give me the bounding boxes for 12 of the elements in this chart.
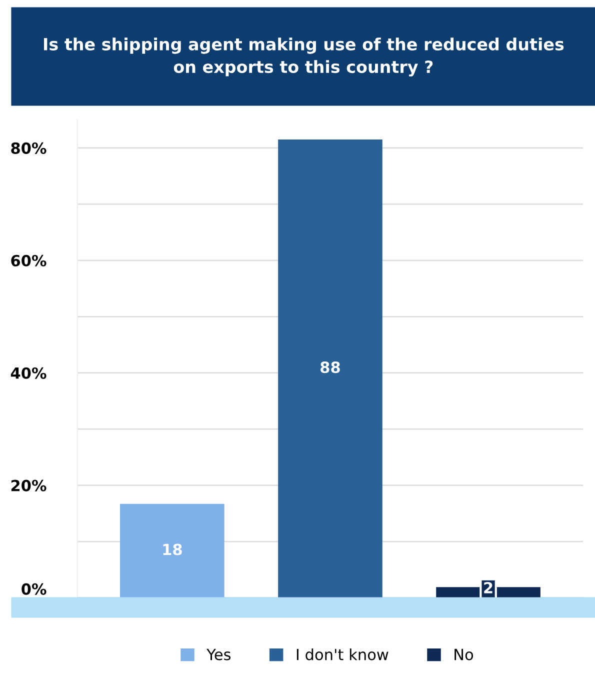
legend-label: Yes xyxy=(206,648,231,660)
annotation: 18 xyxy=(163,544,182,556)
chart-title: Is the shipping agent making use of the reduced duties on exports to this country ? xyxy=(44,38,564,76)
y-tick-label: 0% xyxy=(22,583,46,595)
y-tick-label: 40% xyxy=(10,367,46,379)
y-tick-label: 80% xyxy=(11,142,46,154)
legend-label: I don't know xyxy=(296,648,388,660)
annotation: 2 xyxy=(484,582,492,594)
legend-label: No xyxy=(454,648,474,660)
y-tick-label: 20% xyxy=(11,480,46,492)
y-tick-label: 60% xyxy=(11,254,46,266)
annotation: 88 xyxy=(320,362,340,374)
